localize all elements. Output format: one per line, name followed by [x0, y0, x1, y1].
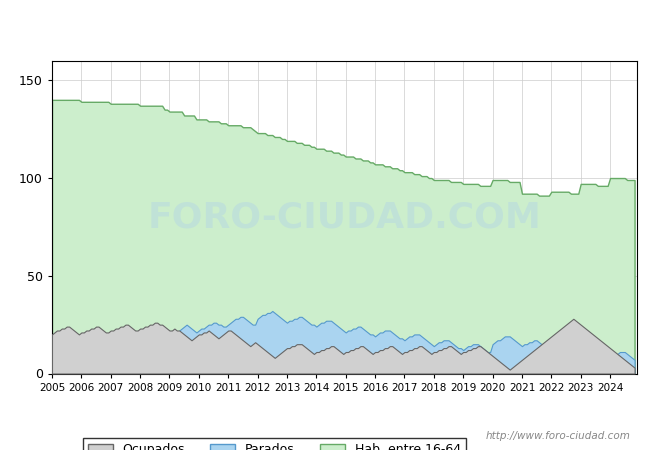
Text: FORO-CIUDAD.COM: FORO-CIUDAD.COM — [148, 200, 541, 234]
Text: http://www.foro-ciudad.com: http://www.foro-ciudad.com — [486, 431, 630, 441]
Legend: Ocupados, Parados, Hab. entre 16-64: Ocupados, Parados, Hab. entre 16-64 — [83, 438, 466, 450]
Text: Muelas de los Caballeros - Evolucion de la poblacion en edad de Trabajar Noviemb: Muelas de los Caballeros - Evolucion de … — [0, 18, 650, 33]
